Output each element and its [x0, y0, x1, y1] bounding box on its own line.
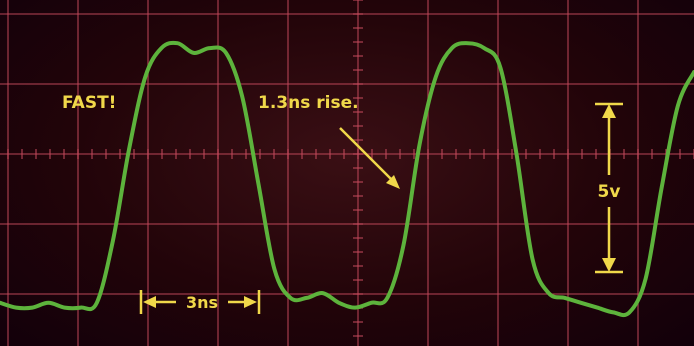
label-period: 3ns	[186, 293, 218, 312]
annotations: FAST! 1.3ns rise. 5v	[62, 93, 623, 314]
period-marker	[139, 290, 261, 314]
graticule-ticks	[7, 0, 694, 337]
label-fast: FAST!	[62, 93, 116, 113]
waveform-trace	[0, 40, 694, 318]
rise-arrow	[339, 127, 400, 189]
amplitude-marker	[595, 102, 623, 274]
label-rise-time: 1.3ns rise.	[258, 93, 359, 113]
label-amplitude: 5v	[598, 182, 621, 202]
